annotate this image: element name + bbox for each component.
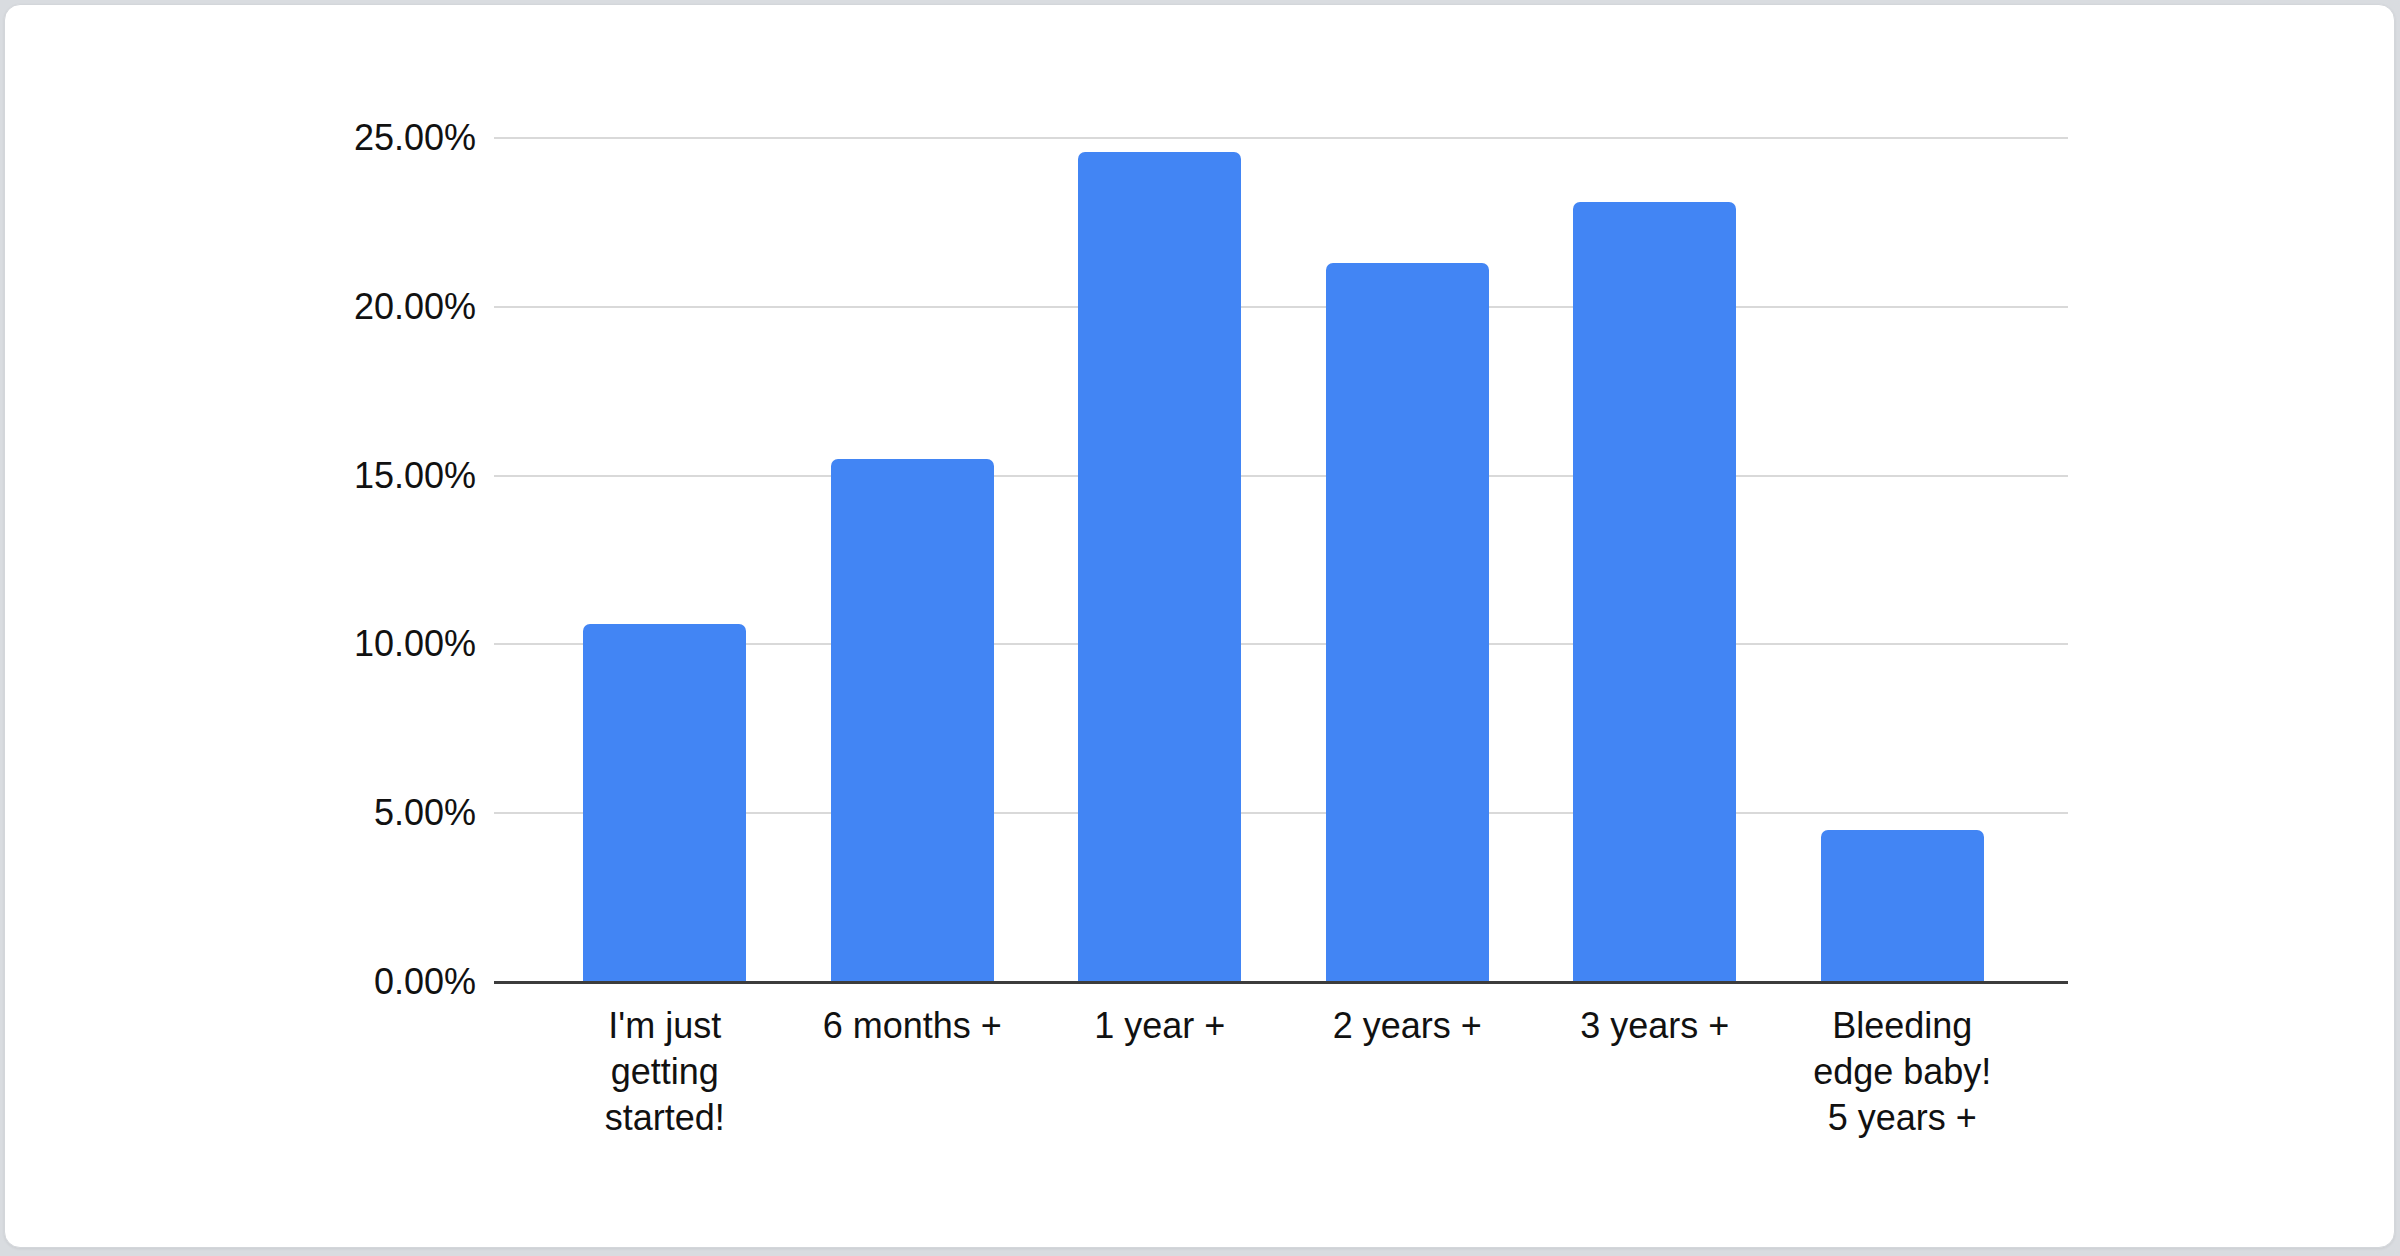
x-axis-label-line: 3 years + <box>1560 1003 1750 1049</box>
x-axis-category-label: 1 year + <box>1065 1003 1255 1049</box>
x-axis-label-line: I'm just <box>570 1003 760 1049</box>
x-axis-label-line: 5 years + <box>1807 1095 1997 1141</box>
x-axis-category-label: 2 years + <box>1312 1003 1502 1049</box>
bar[interactable] <box>583 624 746 982</box>
x-axis-label-line: getting <box>570 1049 760 1095</box>
x-axis-label-line: Bleeding <box>1807 1003 1997 1049</box>
y-axis-tick-label: 10.00% <box>5 622 476 666</box>
bar-chart: 0.00% 5.00% 10.00% 15.00% 20.00% 25.00% I'm ju… <box>5 5 2394 1247</box>
bar[interactable] <box>1078 152 1241 982</box>
bar[interactable] <box>1573 202 1736 982</box>
bar[interactable] <box>831 459 994 982</box>
y-axis-tick-label: 25.00% <box>5 116 476 160</box>
x-axis-label-line: 6 months + <box>817 1003 1007 1049</box>
y-axis-tick-label: 15.00% <box>5 454 476 498</box>
y-axis-tick-label: 5.00% <box>5 791 476 835</box>
chart-card: 0.00% 5.00% 10.00% 15.00% 20.00% 25.00% I'm ju… <box>4 4 2395 1248</box>
x-axis-label-line: 1 year + <box>1065 1003 1255 1049</box>
gridline <box>494 137 2068 139</box>
bar[interactable] <box>1326 263 1489 982</box>
x-axis-category-label: Bleedingedge baby!5 years + <box>1807 1003 1997 1141</box>
x-axis-category-label: I'm justgettingstarted! <box>570 1003 760 1141</box>
bar[interactable] <box>1821 830 1984 982</box>
x-axis-label-line: edge baby! <box>1807 1049 1997 1095</box>
x-axis-category-label: 6 months + <box>817 1003 1007 1049</box>
x-axis-label-line: 2 years + <box>1312 1003 1502 1049</box>
x-axis-category-label: 3 years + <box>1560 1003 1750 1049</box>
y-axis-tick-label: 20.00% <box>5 285 476 329</box>
x-axis-label-line: started! <box>570 1095 760 1141</box>
page-background: 0.00% 5.00% 10.00% 15.00% 20.00% 25.00% I'm ju… <box>0 0 2400 1256</box>
y-axis-tick-label: 0.00% <box>5 960 476 1004</box>
x-axis-baseline <box>494 981 2068 984</box>
gridline <box>494 475 2068 477</box>
gridline <box>494 306 2068 308</box>
